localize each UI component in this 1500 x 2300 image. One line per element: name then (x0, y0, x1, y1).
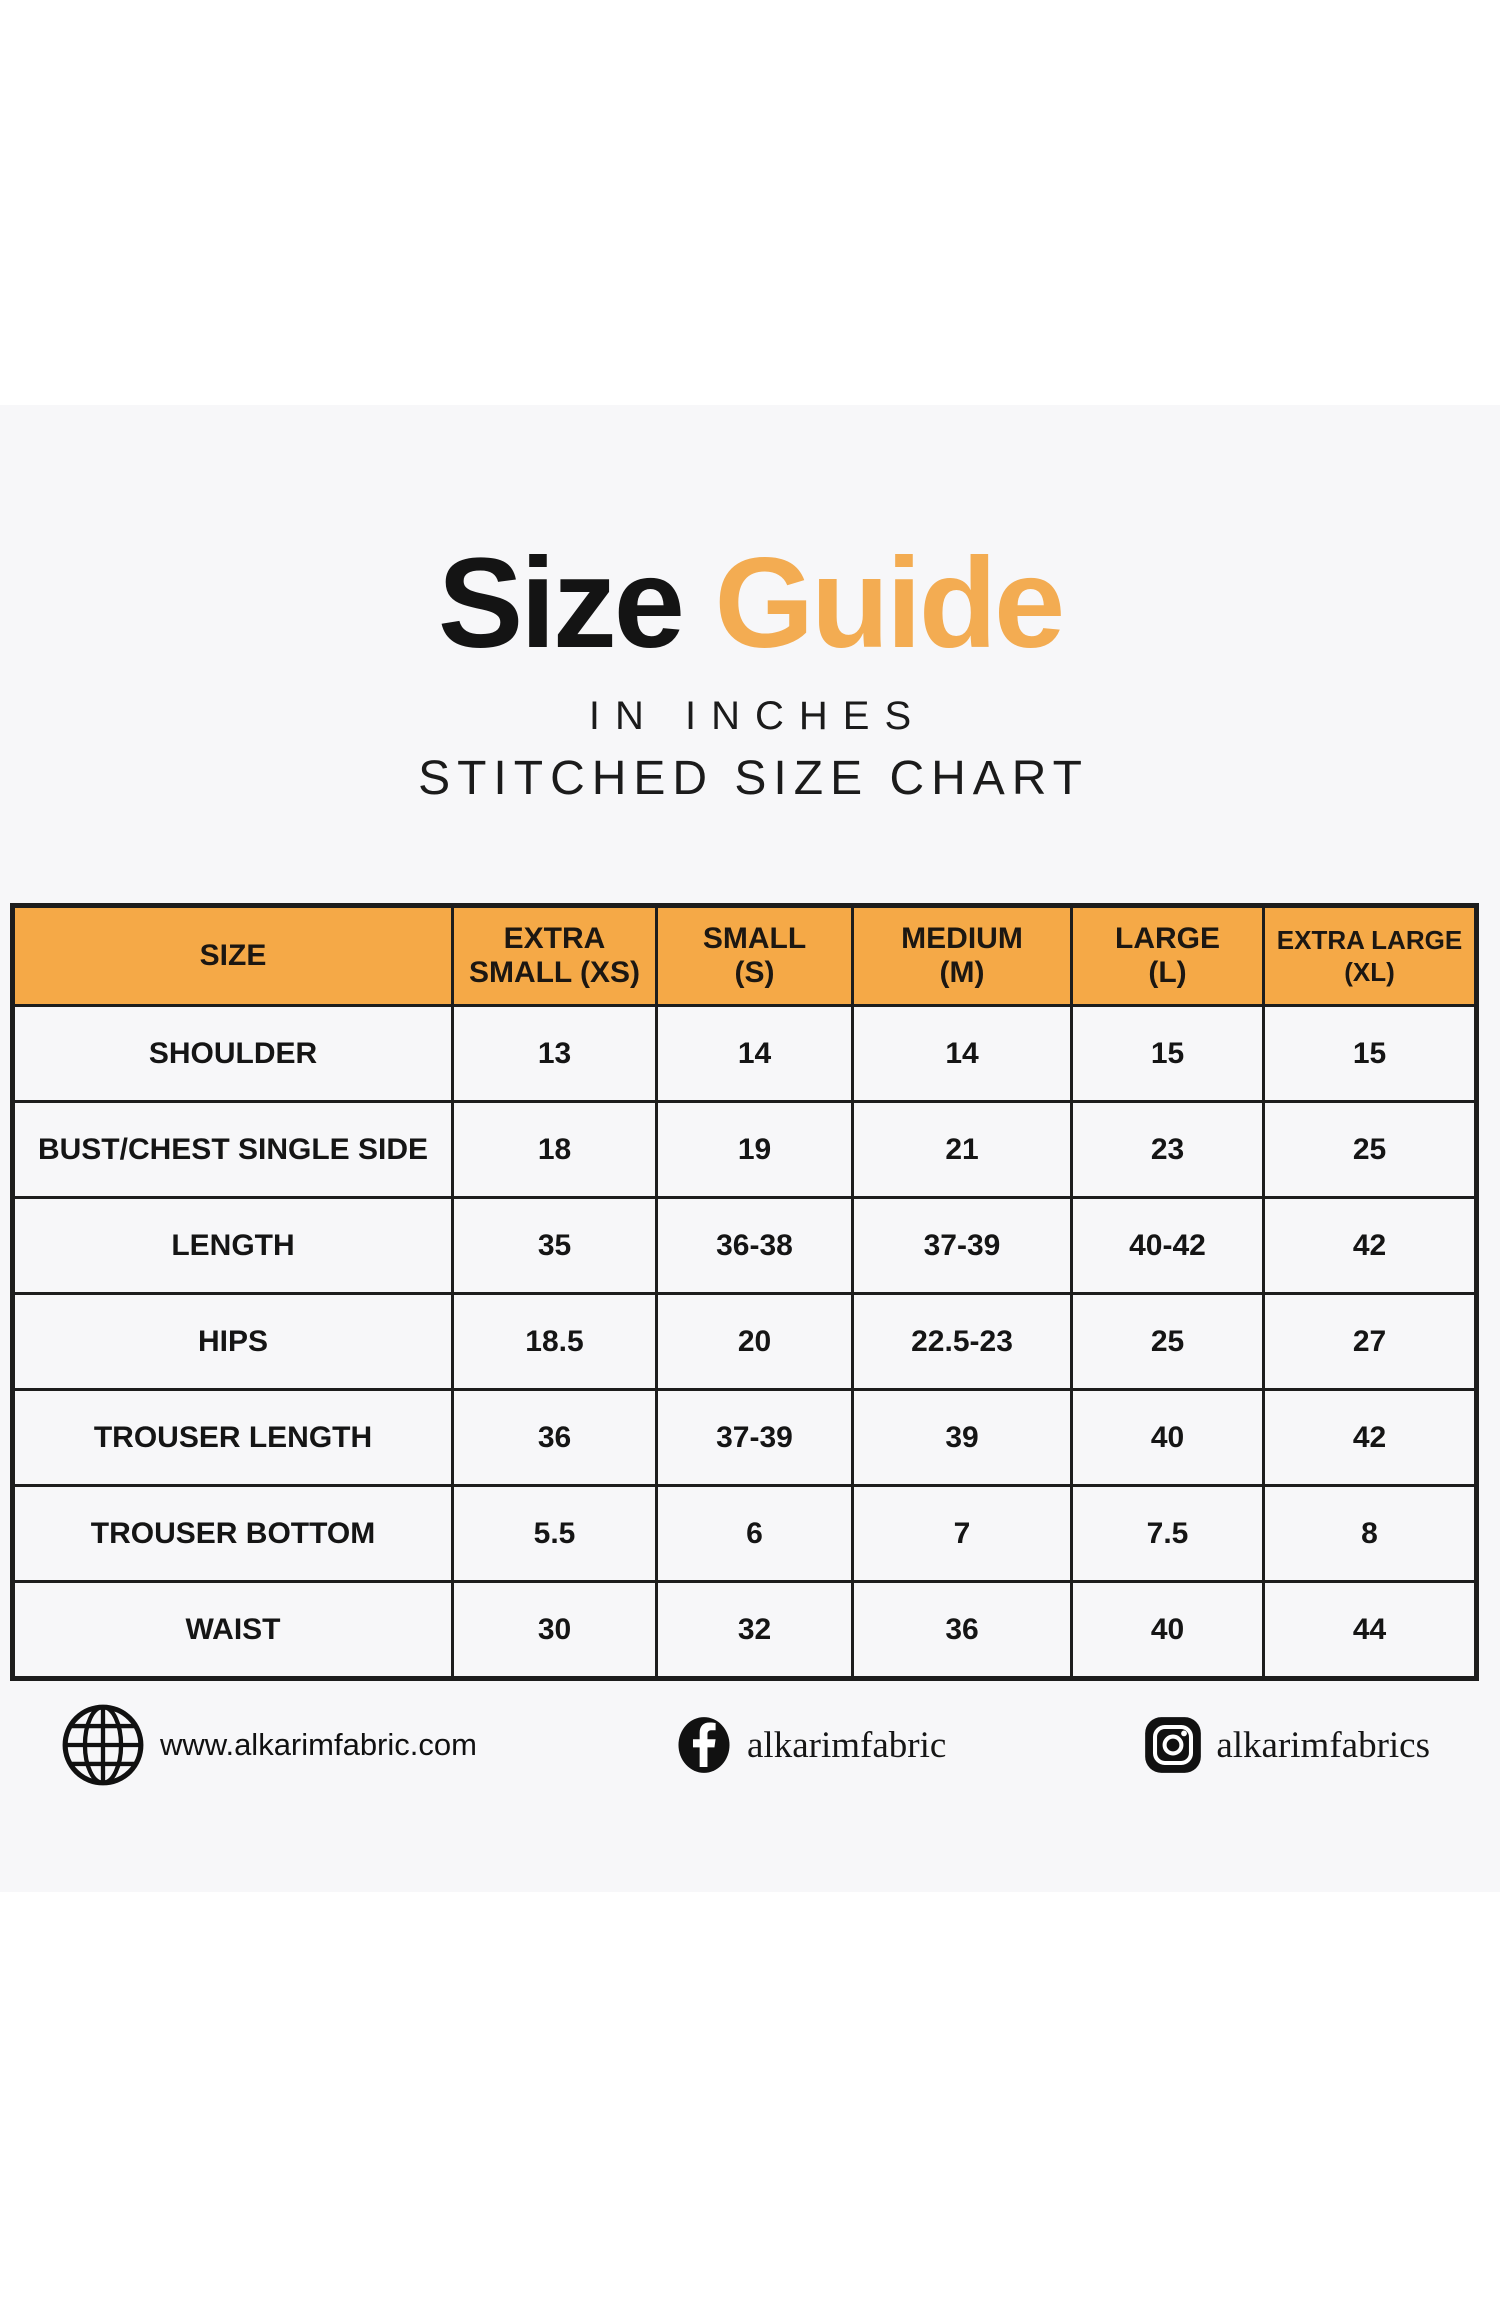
cell-value: 40 (1070, 1580, 1265, 1680)
row-label: HIPS (11, 1292, 454, 1391)
header-row: SIZE EXTRA SMALL (XS) SMALL (S) MEDIUM (… (11, 904, 1478, 1007)
title-word-size: Size (437, 532, 685, 675)
row-label: TROUSER BOTTOM (11, 1484, 454, 1583)
header-size: SIZE (11, 904, 454, 1007)
table-row-bust-chest: BUST/CHEST SINGLE SIDE 18 19 21 23 25 (11, 1100, 1478, 1199)
cell-value: 42 (1262, 1196, 1478, 1295)
website-link[interactable]: www.alkarimfabric.com (60, 1702, 477, 1788)
cell-value: 32 (655, 1580, 854, 1680)
cell-value: 5.5 (451, 1484, 658, 1583)
cell-value: 39 (851, 1388, 1073, 1487)
table-row-length: LENGTH 35 36-38 37-39 40-42 42 (11, 1196, 1478, 1295)
facebook-icon (675, 1716, 733, 1774)
cell-value: 8 (1262, 1484, 1478, 1583)
header-extra-small: EXTRA SMALL (XS) (451, 904, 658, 1007)
cell-value: 21 (851, 1100, 1073, 1199)
cell-value: 7.5 (1070, 1484, 1265, 1583)
title-word-guide: Guide (714, 532, 1066, 675)
cell-value: 14 (851, 1004, 1073, 1103)
cell-value: 18 (451, 1100, 658, 1199)
subtitle-in-inches: IN INCHES (588, 694, 927, 738)
globe-icon (60, 1702, 146, 1788)
table-row-waist: WAIST 30 32 36 40 44 (11, 1580, 1478, 1680)
subtitle-stitched-size-chart: STITCHED SIZE CHART (418, 752, 1089, 805)
cell-value: 35 (451, 1196, 658, 1295)
row-label: BUST/CHEST SINGLE SIDE (11, 1100, 454, 1199)
cell-value: 22.5-23 (851, 1292, 1073, 1391)
row-label: WAIST (11, 1580, 454, 1680)
cell-value: 36 (451, 1388, 658, 1487)
row-label: SHOULDER (11, 1004, 454, 1103)
cell-value: 25 (1262, 1100, 1478, 1199)
cell-value: 37-39 (851, 1196, 1073, 1295)
facebook-handle: alkarimfabric (747, 1724, 947, 1766)
row-label: LENGTH (11, 1196, 454, 1295)
cell-value: 40 (1070, 1388, 1265, 1487)
title-block: Size Guide IN INCHES STITCHED SIZE CHART (0, 540, 1500, 806)
instagram-handle: alkarimfabrics (1216, 1724, 1430, 1766)
table-row-hips: HIPS 18.5 20 22.5-23 25 27 (11, 1292, 1478, 1391)
cell-value: 42 (1262, 1388, 1478, 1487)
instagram-icon (1144, 1716, 1202, 1774)
row-label: TROUSER LENGTH (11, 1388, 454, 1487)
cell-value: 7 (851, 1484, 1073, 1583)
cell-value: 20 (655, 1292, 854, 1391)
cell-value: 30 (451, 1580, 658, 1680)
cell-value: 19 (655, 1100, 854, 1199)
cell-value: 13 (451, 1004, 658, 1103)
facebook-link[interactable]: alkarimfabric (675, 1716, 946, 1774)
table-row-trouser-length: TROUSER LENGTH 36 37-39 39 40 42 (11, 1388, 1478, 1487)
cell-value: 6 (655, 1484, 854, 1583)
cell-value: 27 (1262, 1292, 1478, 1391)
cell-value: 37-39 (655, 1388, 854, 1487)
header-large: LARGE (L) (1070, 904, 1265, 1007)
size-chart-table: SIZE EXTRA SMALL (XS) SMALL (S) MEDIUM (… (10, 903, 1479, 1681)
instagram-link[interactable]: alkarimfabrics (1144, 1716, 1430, 1774)
website-url: www.alkarimfabric.com (160, 1727, 477, 1762)
cell-value: 15 (1262, 1004, 1478, 1103)
cell-value: 18.5 (451, 1292, 658, 1391)
cell-value: 14 (655, 1004, 854, 1103)
table-row-shoulder: SHOULDER 13 14 14 15 15 (11, 1004, 1478, 1103)
header-medium: MEDIUM (M) (851, 904, 1073, 1007)
table-row-trouser-bottom: TROUSER BOTTOM 5.5 6 7 7.5 8 (11, 1484, 1478, 1583)
page-title: Size Guide (0, 540, 1500, 668)
cell-value: 36-38 (655, 1196, 854, 1295)
cell-value: 15 (1070, 1004, 1265, 1103)
cell-value: 25 (1070, 1292, 1265, 1391)
cell-value: 40-42 (1070, 1196, 1265, 1295)
cell-value: 44 (1262, 1580, 1478, 1680)
header-small: SMALL (S) (655, 904, 854, 1007)
cell-value: 23 (1070, 1100, 1265, 1199)
footer-contact-row: www.alkarimfabric.com alkarimfabric (0, 1690, 1500, 1800)
header-size-label: SIZE (199, 939, 267, 972)
cell-value: 36 (851, 1580, 1073, 1680)
header-extra-large: EXTRA LARGE (XL) (1262, 904, 1478, 1007)
